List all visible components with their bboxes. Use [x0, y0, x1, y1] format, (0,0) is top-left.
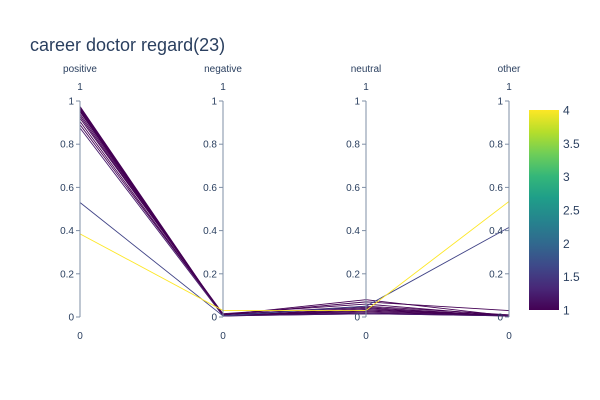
axis-tick-label: 0.2: [203, 269, 217, 280]
axis-range-top-label: 1: [220, 82, 226, 93]
axis-tick-label: 0.4: [60, 226, 74, 237]
data-line-7[interactable]: [79, 113, 510, 317]
data-line-9[interactable]: [79, 118, 510, 317]
axis-tick-label: 1: [354, 97, 360, 108]
axis-tick-label: 0.8: [60, 140, 74, 151]
data-line-5[interactable]: [79, 110, 510, 317]
polylines-layer: [79, 106, 510, 317]
colorbar-gradient: [529, 110, 559, 310]
axis-range-top-label: 1: [363, 82, 369, 93]
axes-layer: positive1000.20.40.60.81negative1000.20.…: [60, 64, 521, 342]
colorbar-tick-label: 2: [563, 237, 570, 251]
colorbar-tick-label: 3.5: [563, 137, 580, 151]
axis-tick-label: 0.8: [489, 140, 503, 151]
data-line-13[interactable]: [79, 202, 510, 317]
axis-range-bottom-label: 0: [220, 331, 226, 342]
axis-tick-label: 1: [497, 97, 503, 108]
data-line-1[interactable]: [79, 106, 510, 317]
colorbar-tick-label: 1: [563, 304, 570, 318]
axis-tick-label: 0.2: [60, 269, 74, 280]
axis-tick-label: 0: [211, 313, 217, 324]
axis-negative[interactable]: negative 1 00 0.2 0.4 0.6 0.8 1: [203, 64, 242, 342]
axis-tick-label: 0: [497, 313, 503, 324]
axis-tick-label: 0.4: [203, 226, 217, 237]
axis-label: negative: [204, 64, 242, 75]
axis-range-bottom-label: 0: [77, 331, 83, 342]
axis-range-top-label: 1: [506, 82, 512, 93]
data-line-6[interactable]: [79, 111, 510, 317]
data-line-14[interactable]: [79, 201, 510, 311]
axis-tick-label: 0: [354, 313, 360, 324]
axis-neutral[interactable]: neutral 1 00 0.2 0.4 0.6 0.8 1: [346, 64, 381, 342]
chart-title: career doctor regard(23): [30, 35, 225, 55]
axis-tick-label: 0.6: [489, 183, 503, 194]
colorbar-tick-label: 2.5: [563, 204, 580, 218]
axis-range-top-label: 1: [77, 82, 83, 93]
axis-range-bottom-label: 0: [363, 331, 369, 342]
axis-label: positive: [63, 64, 97, 75]
axis-label: other: [498, 64, 521, 75]
data-line-8[interactable]: [79, 115, 510, 316]
axis-tick-label: 1: [211, 97, 217, 108]
axis-tick-label: 0.2: [346, 269, 360, 280]
colorbar-tick-label: 1.5: [563, 270, 580, 284]
axis-tick-label: 0.6: [60, 183, 74, 194]
data-line-12[interactable]: [79, 127, 510, 317]
axis-tick-label: 0.6: [203, 183, 217, 194]
colorbar-ticks: 1 1.5 2 2.5 3 3.5 4: [563, 104, 580, 318]
axis-range-bottom-label: 0: [506, 331, 512, 342]
axis-tick-label: 0: [68, 313, 74, 324]
axis-tick-label: 0.8: [203, 140, 217, 151]
axis-positive[interactable]: positive 1 00 0.2 0.4 0.6 0.8 1: [60, 64, 97, 342]
data-line-2[interactable]: [79, 107, 510, 317]
axis-tick-label: 0.4: [489, 226, 503, 237]
data-line-11[interactable]: [79, 124, 510, 316]
colorbar-tick-label: 4: [563, 104, 570, 118]
data-line-10[interactable]: [79, 121, 510, 317]
colorbar: 1 1.5 2 2.5 3 3.5 4: [529, 104, 580, 318]
colorbar-tick-label: 3: [563, 170, 570, 184]
axis-tick-label: 0.4: [346, 226, 360, 237]
axis-tick-label: 1: [68, 97, 74, 108]
axis-tick-label: 0.6: [346, 183, 360, 194]
axis-label: neutral: [351, 64, 382, 75]
axis-tick-label: 0.2: [489, 269, 503, 280]
axis-tick-label: 0.8: [346, 140, 360, 151]
axis-other[interactable]: other 1 00 0.2 0.4 0.6 0.8 1: [489, 64, 521, 342]
